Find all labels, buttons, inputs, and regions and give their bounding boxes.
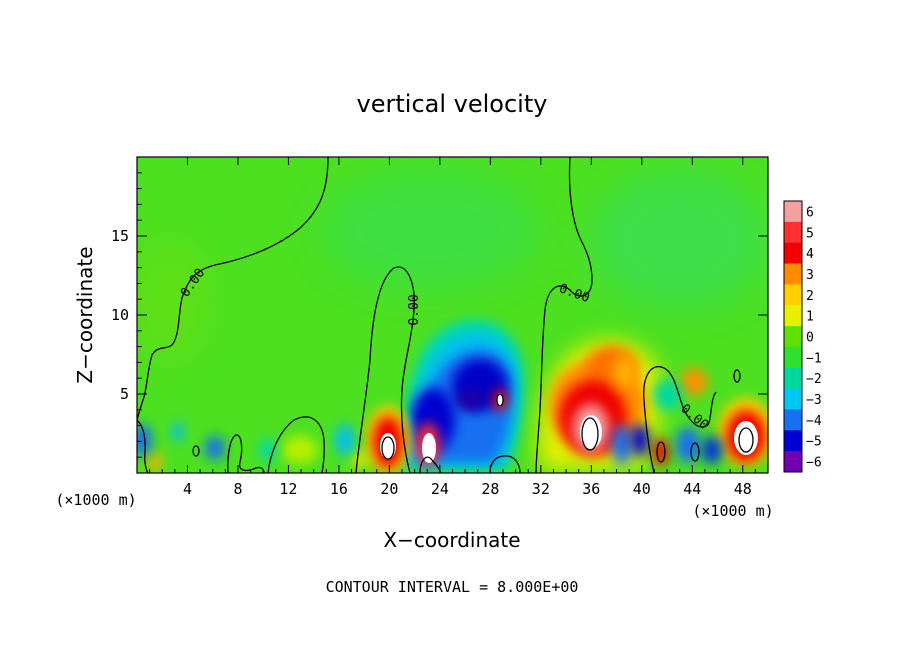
colorbar-segment — [784, 451, 802, 473]
downdraft-core-deep — [456, 390, 484, 410]
downdraft-region — [403, 319, 525, 470]
contour-13k-bump — [267, 416, 325, 473]
tone-upper-mid — [320, 170, 540, 290]
colorbar-tick-label: −3 — [806, 393, 822, 408]
contour-label-plume: 0.00 — [407, 294, 422, 325]
y-axis-label: Z−coordinate — [73, 246, 97, 383]
colorbar-tick-label: 0 — [806, 331, 814, 346]
x-tick-label: 48 — [734, 480, 752, 498]
downdraft-40k — [631, 424, 649, 456]
x-tick-label: 44 — [683, 480, 701, 498]
contour-right-cluster — [643, 365, 717, 473]
updraft-left-edge — [148, 452, 162, 472]
minor-features — [137, 356, 722, 472]
y-tick-label: 15 — [111, 227, 129, 245]
downdraft-44k-upper — [654, 379, 682, 411]
colorbar-tick-label: −6 — [806, 456, 822, 471]
x-tick-label: 28 — [481, 480, 499, 498]
x-tick-label: 20 — [380, 480, 398, 498]
updraft-13k — [282, 436, 318, 464]
contour-interval-note: CONTOUR INTERVAL = 8.000E+00 — [326, 578, 579, 596]
updraft-region-23k — [416, 423, 440, 467]
zero-contours — [137, 157, 754, 473]
colorbar-segment — [784, 305, 802, 327]
colorbar-tick-label: 6 — [806, 205, 814, 220]
x-unit-right: (×1000 m) — [692, 502, 773, 520]
colorbar: 6 5 4 3 2 1 0 −1 −2 −3 −4 −5 −6 — [783, 200, 822, 473]
contour-ring-45k — [733, 369, 741, 383]
tone-left — [137, 240, 210, 360]
plot-area — [137, 157, 768, 473]
updraft-17k-small — [352, 452, 368, 468]
x-tick-label: 16 — [330, 480, 348, 498]
colorbar-tick-label: 4 — [806, 247, 814, 262]
colorbar-tick-label: 3 — [806, 268, 814, 283]
downdraft-43k — [676, 427, 700, 463]
colorbar-segment — [784, 326, 802, 348]
contour-ring-48k — [738, 427, 754, 453]
colorbar-tick-label: −2 — [806, 372, 822, 387]
y-tick-label: 5 — [120, 385, 129, 403]
y-tick-label: 10 — [111, 306, 129, 324]
x-tick-label: 8 — [233, 480, 242, 498]
x-tick-label: 12 — [279, 480, 297, 498]
contour-ring-36k — [581, 417, 599, 451]
colorbar-segment — [784, 221, 802, 244]
contour-ring-43k — [690, 442, 700, 462]
tone-upper-right — [590, 170, 768, 310]
x-tick-label: 36 — [582, 480, 600, 498]
updraft-23k-core — [422, 433, 436, 463]
x-tick-label: 32 — [532, 480, 550, 498]
contour-plume-20k — [355, 266, 415, 473]
colorbar-tick-label: −4 — [806, 414, 822, 429]
colorbar-segment — [784, 367, 802, 390]
x-tick-label: 40 — [633, 480, 651, 498]
colorbar-segment — [784, 284, 802, 306]
updraft-45k-upper — [680, 368, 708, 396]
colorbar-segment — [784, 201, 802, 223]
colorbar-segment — [784, 263, 802, 285]
updraft-41k-low — [653, 438, 669, 466]
colorbar-tick-label: 5 — [806, 226, 814, 241]
updraft-38k-upper — [613, 356, 637, 388]
contour-ring-20k — [381, 436, 395, 460]
downdraft-46k — [702, 436, 722, 464]
colorbar-segment — [784, 346, 802, 369]
updraft-29k-core — [497, 393, 503, 407]
downdraft-17k — [335, 424, 355, 456]
x-tick-label: 24 — [431, 480, 449, 498]
colorbar-segment — [784, 409, 802, 431]
downdraft-5k — [205, 436, 225, 460]
colorbar-tick-label: −5 — [806, 435, 822, 450]
updraft-region-48k — [718, 398, 768, 466]
chart-title: vertical velocity — [357, 90, 548, 118]
contour-right-tower — [535, 157, 593, 473]
contour-ring-5k — [192, 445, 200, 457]
contour-bottom-28k — [489, 455, 521, 473]
downdraft-3k — [172, 422, 184, 442]
colorbar-segment — [784, 430, 802, 452]
x-unit-left: (×1000 m) — [55, 491, 136, 509]
contour-8k-bump — [227, 434, 265, 473]
colorbar-segment — [784, 242, 802, 265]
x-tick-label: 4 — [183, 480, 192, 498]
contour-ring-29k — [496, 393, 504, 407]
updraft-region-20k — [366, 406, 410, 473]
x-axis-label: X−coordinate — [383, 528, 520, 552]
updraft-region-29k — [493, 389, 507, 411]
colorbar-frame — [783, 200, 803, 473]
colorbar-tick-label: 1 — [806, 310, 814, 325]
contour-ring-41k — [656, 441, 666, 463]
colorbar-tick-label: 2 — [806, 289, 814, 304]
colorbar-tick-label: −1 — [806, 351, 822, 366]
updraft-48k-core — [734, 421, 758, 455]
downdraft-39k — [612, 425, 632, 465]
background-tones — [137, 170, 768, 360]
colorbar-segment — [784, 388, 802, 410]
